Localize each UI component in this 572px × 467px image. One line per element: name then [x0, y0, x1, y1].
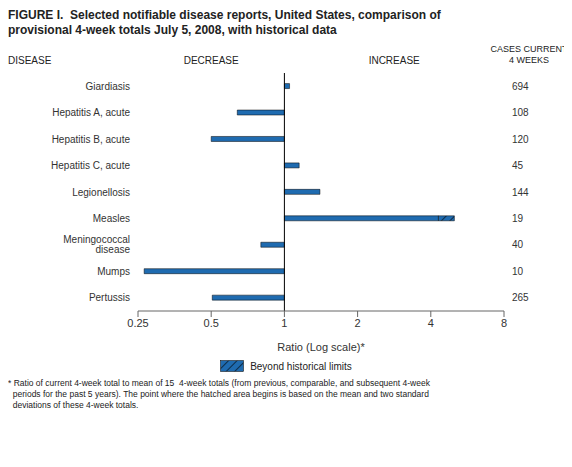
svg-text:Hepatitis B, acute: Hepatitis B, acute	[52, 134, 131, 145]
svg-text:0.5: 0.5	[204, 317, 219, 329]
svg-text:Giardiasis: Giardiasis	[86, 81, 130, 92]
svg-text:Hepatitis A, acute: Hepatitis A, acute	[52, 107, 130, 118]
svg-text:45: 45	[512, 160, 524, 171]
svg-text:108: 108	[512, 107, 529, 118]
svg-text:40: 40	[512, 239, 524, 250]
html-text:DECREASE: DECREASE	[183, 55, 239, 66]
html-text:deviations of these 4-week tot: deviations of these 4-week totals.	[8, 400, 139, 410]
html-text:periods for the past 5 years).: periods for the past 5 years). The point…	[8, 389, 429, 399]
svg-text:4: 4	[428, 317, 434, 329]
svg-text:Ratio (Log scale)*: Ratio (Log scale)*	[277, 341, 365, 353]
svg-text:694: 694	[512, 81, 529, 92]
html-text:DISEASE: DISEASE	[8, 55, 52, 66]
svg-text:2: 2	[355, 317, 361, 329]
svg-text:Pertussis: Pertussis	[89, 292, 130, 303]
svg-text:Hepatitis C, acute: Hepatitis C, acute	[51, 160, 130, 171]
svg-text:Mumps: Mumps	[97, 266, 130, 277]
svg-text:144: 144	[512, 187, 529, 198]
svg-text:265: 265	[512, 292, 529, 303]
html-text:Beyond historical limits: Beyond historical limits	[250, 360, 352, 372]
svg-text:1: 1	[281, 317, 287, 329]
svg-text:8: 8	[501, 317, 507, 329]
html-text:* Ratio of current 4-week tota: * Ratio of current 4-week total to mean …	[8, 378, 430, 388]
html-text:INCREASE: INCREASE	[368, 55, 420, 66]
html-text:FIGURE I. Selected notifiable: FIGURE I. Selected notifiable disease re…	[8, 8, 441, 22]
html-text:CASES CURRENT: CASES CURRENT	[490, 44, 568, 54]
svg-text:10: 10	[512, 266, 524, 277]
svg-text:120: 120	[512, 134, 529, 145]
svg-text:Meningococcaldisease: Meningococcaldisease	[63, 234, 130, 255]
html-text:4 WEEKS: 4 WEEKS	[509, 55, 549, 65]
svg-text:0.25: 0.25	[127, 317, 148, 329]
html-text:provisional 4-week totals July: provisional 4-week totals July 5, 2008, …	[8, 23, 337, 37]
svg-text:Measles: Measles	[93, 213, 130, 224]
svg-text:Legionellosis: Legionellosis	[72, 187, 130, 198]
svg-text:19: 19	[512, 213, 524, 224]
